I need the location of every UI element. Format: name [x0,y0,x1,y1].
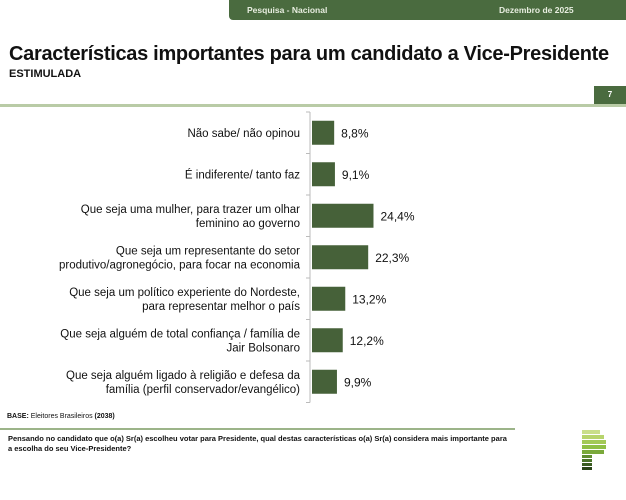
bar [312,369,337,394]
data-label: 13,2% [352,292,386,306]
data-label: 12,2% [350,334,384,348]
data-label: 8,8% [341,126,369,140]
category-label: Que seja uma mulher, para trazer um olha… [81,204,300,216]
logo-icon [582,430,606,470]
base-text: Eleitores Brasileiros [28,413,95,420]
bar [312,120,335,145]
chart-title: Características importantes para um cand… [9,43,609,65]
category-label: para representar melhor o país [142,301,300,313]
data-label: 9,1% [342,168,370,182]
bar [312,328,343,353]
data-label: 9,9% [344,375,372,389]
survey-label: Pesquisa - Nacional [247,5,328,15]
data-label: 22,3% [375,251,409,265]
category-label: Não sabe/ não opinou [187,128,300,140]
base-n: (2038) [94,413,115,420]
date-label: Dezembro de 2025 [499,5,574,15]
bar [312,203,374,228]
category-label: família (perfil conservador/evangélico) [106,384,300,396]
divider [0,428,515,430]
bar [312,245,369,270]
category-label: Que seja um representante do setor [116,245,300,257]
bar [312,286,346,311]
bar [312,162,335,187]
header-bar: Pesquisa - Nacional Dezembro de 2025 [229,0,626,20]
base-label: BASE: [7,413,29,420]
category-label: Que seja alguém de total confiança / fam… [60,328,300,340]
base-note: BASE: Eleitores Brasileiros (2038) [7,412,115,421]
category-label: É indiferente/ tanto faz [185,168,300,181]
category-label: feminino ao governo [196,218,300,230]
category-label: Jair Bolsonaro [226,342,300,354]
question-text: Pensando no candidato que o(a) Sr(a) esc… [8,434,507,453]
chart-subtitle: ESTIMULADA [9,68,82,80]
page-number: 7 [594,86,626,104]
category-label: Que seja alguém ligado à religião e defe… [66,370,301,382]
category-label: Que seja um político experiente do Norde… [69,287,300,299]
category-label: produtivo/agronegócio, para focar na eco… [59,259,301,271]
data-label: 24,4% [380,209,414,223]
divider [0,104,626,107]
bar-chart: 8,8% Não sabe/ não opinou 9,1% É indiferent… [59,111,415,403]
